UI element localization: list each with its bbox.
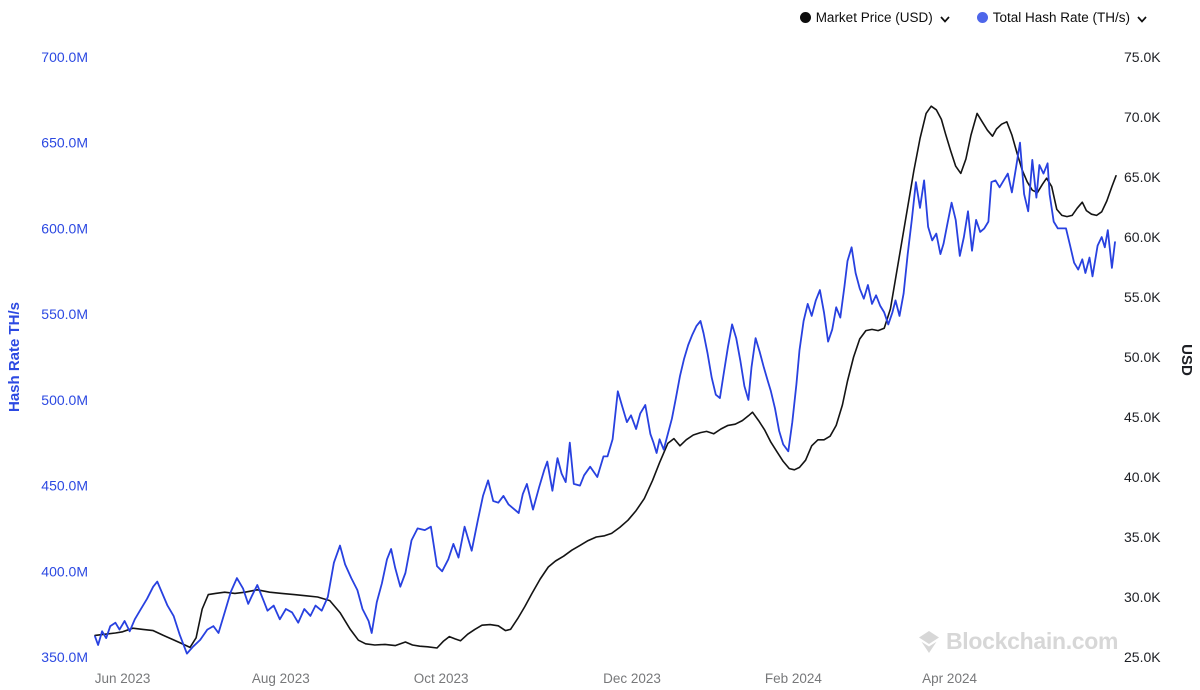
hash-rate-series-dot: [976, 12, 988, 23]
left-axis-tick-label: 700.0M: [41, 49, 88, 65]
x-axis-tick-label: Apr 2024: [922, 671, 977, 686]
right-axis-tick-label: 65.0K: [1124, 169, 1161, 185]
watermark-text: Blockchain.com: [946, 628, 1119, 654]
chevron-down-icon[interactable]: [939, 13, 951, 25]
right-axis-ticks: 25.0K 30.0K 35.0K 40.0K 45.0K 50.0K 55.0K 60.0K…: [1124, 49, 1161, 665]
right-axis-tick-label: 45.0K: [1124, 409, 1161, 425]
blockchain-watermark: Blockchain.com: [918, 628, 1118, 655]
legend-item-market-price[interactable]: Market Price (USD): [799, 10, 951, 25]
right-axis-tick-label: 60.0K: [1124, 229, 1161, 245]
x-axis-tick-label: Aug 2023: [252, 671, 310, 686]
right-axis-tick-label: 50.0K: [1124, 349, 1161, 365]
hash-rate-line: [94, 141, 1116, 655]
left-axis-tick-label: 600.0M: [41, 220, 88, 236]
left-axis-tick-label: 650.0M: [41, 135, 88, 151]
chart-legend: Market Price (USD) Total Hash Rate (TH/s…: [799, 10, 1148, 25]
x-axis-ticks: Jun 2023 Aug 2023 Oct 2023 Dec 2023 Feb 2024…: [95, 671, 978, 686]
right-axis-tick-label: 40.0K: [1124, 469, 1161, 485]
x-axis-tick-label: Jun 2023: [95, 671, 151, 686]
left-axis-tick-label: 500.0M: [41, 392, 88, 408]
legend-label-hash-rate: Total Hash Rate (TH/s): [992, 10, 1130, 25]
right-axis-tick-label: 35.0K: [1124, 529, 1161, 545]
right-axis-tick-label: 55.0K: [1124, 289, 1161, 305]
blockchain-logo-icon: [919, 630, 939, 653]
x-axis-tick-label: Feb 2024: [765, 671, 823, 686]
market-price-line: [94, 105, 1117, 649]
left-axis-title: Hash Rate TH/s: [6, 302, 23, 412]
x-axis-tick-label: Oct 2023: [414, 671, 469, 686]
legend-label-market-price: Market Price (USD): [815, 10, 933, 25]
market-price-series-dot: [799, 12, 811, 23]
left-axis-ticks: 350.0M 400.0M 450.0M 500.0M 550.0M 600.0M 650.…: [41, 49, 88, 665]
right-axis-tick-label: 70.0K: [1124, 109, 1161, 125]
right-axis-title: USD: [1178, 344, 1195, 376]
legend-item-hash-rate[interactable]: Total Hash Rate (TH/s): [976, 10, 1148, 25]
x-axis-tick-label: Dec 2023: [603, 671, 661, 686]
left-axis-tick-label: 450.0M: [41, 478, 88, 494]
left-axis-tick-label: 350.0M: [41, 649, 88, 665]
left-axis-tick-label: 550.0M: [41, 306, 88, 322]
chevron-down-icon[interactable]: [1136, 13, 1148, 25]
right-axis-tick-label: 75.0K: [1124, 49, 1161, 65]
right-axis-tick-label: 25.0K: [1124, 649, 1161, 665]
right-axis-tick-label: 30.0K: [1124, 589, 1161, 605]
left-axis-tick-label: 400.0M: [41, 563, 88, 579]
